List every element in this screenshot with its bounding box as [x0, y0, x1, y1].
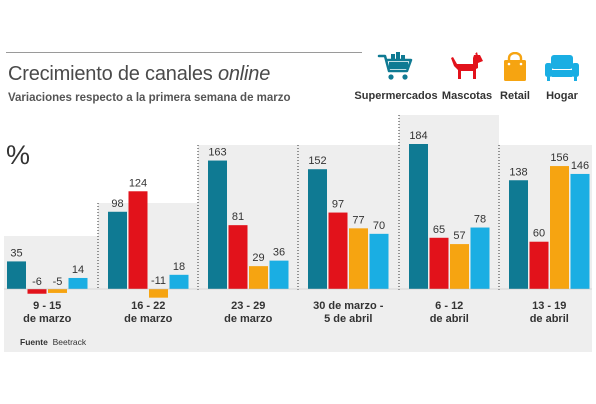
legend-item-hogar: Hogar — [517, 52, 596, 102]
category-label: 5 de abril — [324, 313, 372, 325]
value-label: -6 — [32, 276, 42, 288]
value-label: 163 — [208, 147, 226, 159]
bar-mascotas — [529, 241, 549, 289]
value-label: 60 — [533, 228, 545, 240]
bar-supermercados — [409, 144, 428, 289]
bar-hogar — [570, 173, 590, 289]
category-label: de abril — [430, 313, 469, 325]
legend-label-retail: Retail — [500, 90, 530, 102]
value-label: 35 — [10, 247, 22, 259]
y-unit-label: % — [6, 140, 31, 170]
value-label: 97 — [332, 199, 344, 211]
source-prefix: Fuente — [20, 337, 48, 347]
legend-item-supermercados: Supermercados — [351, 52, 441, 102]
value-label: 138 — [509, 166, 527, 178]
value-label: 81 — [232, 211, 244, 223]
category-label: 6 - 12 — [435, 300, 463, 312]
bar-hogar — [369, 233, 389, 289]
bar-mascotas — [128, 191, 148, 289]
value-label: 78 — [474, 214, 486, 226]
value-label: 14 — [72, 264, 84, 276]
bar-supermercados — [108, 211, 127, 289]
value-label: -5 — [53, 276, 63, 288]
legend-item-mascotas: Mascotas — [422, 52, 512, 102]
bar-hogar — [269, 260, 289, 289]
bar-hogar — [470, 227, 490, 289]
value-label: 57 — [453, 230, 465, 242]
bar-hogar — [68, 277, 88, 289]
value-label: 184 — [409, 130, 427, 142]
chart-title-emphasis: online — [217, 63, 271, 85]
value-label: -11 — [151, 275, 166, 287]
bar-retail — [48, 289, 67, 293]
bar-supermercados — [509, 180, 528, 289]
value-label: 29 — [252, 252, 264, 264]
value-label: 70 — [373, 220, 385, 232]
value-label: 152 — [308, 155, 326, 167]
category-label: de abril — [530, 313, 569, 325]
category-label: 9 - 15 — [33, 300, 61, 312]
category-label: de marzo — [224, 313, 273, 325]
category-label: 16 - 22 — [131, 300, 165, 312]
category-label: de marzo — [124, 313, 173, 325]
chart-title: Crecimiento de canales online — [8, 63, 270, 86]
bar-hogar — [169, 274, 189, 289]
bar-retail — [349, 228, 368, 289]
shopping-bag-icon — [504, 52, 526, 81]
legend-label-supermercados: Supermercados — [354, 90, 438, 102]
bar-mascotas — [228, 225, 248, 289]
value-label: 98 — [111, 198, 123, 210]
category-label: 30 de marzo - — [313, 300, 384, 312]
value-label: 65 — [433, 224, 445, 236]
value-label: 18 — [173, 261, 185, 273]
source-note: Fuente Beetrack — [20, 337, 86, 347]
shopping-cart-icon — [377, 52, 413, 80]
bar-mascotas — [328, 212, 348, 289]
title-rule — [6, 52, 362, 53]
bar-mascotas — [429, 237, 449, 289]
category-label: 23 - 29 — [231, 300, 265, 312]
bar-retail — [450, 244, 469, 289]
armchair-icon — [545, 55, 579, 81]
bar-retail — [550, 166, 569, 289]
value-label: 124 — [129, 177, 147, 189]
bar-retail — [149, 289, 168, 298]
value-label: 36 — [273, 247, 285, 259]
bar-supermercados — [208, 160, 227, 289]
dog-icon — [451, 52, 483, 79]
value-label: 156 — [550, 152, 568, 164]
legend-label-hogar: Hogar — [546, 90, 578, 102]
legend-item-retail: Retail — [470, 52, 560, 102]
value-label: 77 — [352, 214, 364, 226]
value-label: 146 — [571, 160, 589, 172]
bar-supermercados — [7, 261, 26, 289]
chart-subtitle: Variaciones respecto a la primera semana… — [8, 92, 291, 104]
bar-retail — [249, 266, 268, 289]
legend-label-mascotas: Mascotas — [441, 90, 493, 102]
category-label: de marzo — [23, 313, 72, 325]
bar-supermercados — [308, 169, 327, 289]
panel-background — [4, 236, 98, 352]
bar-mascotas — [27, 289, 47, 294]
source-name: Beetrack — [52, 337, 87, 347]
category-label: 13 - 19 — [532, 300, 566, 312]
chart-title-main: Crecimiento de canales — [8, 63, 218, 85]
